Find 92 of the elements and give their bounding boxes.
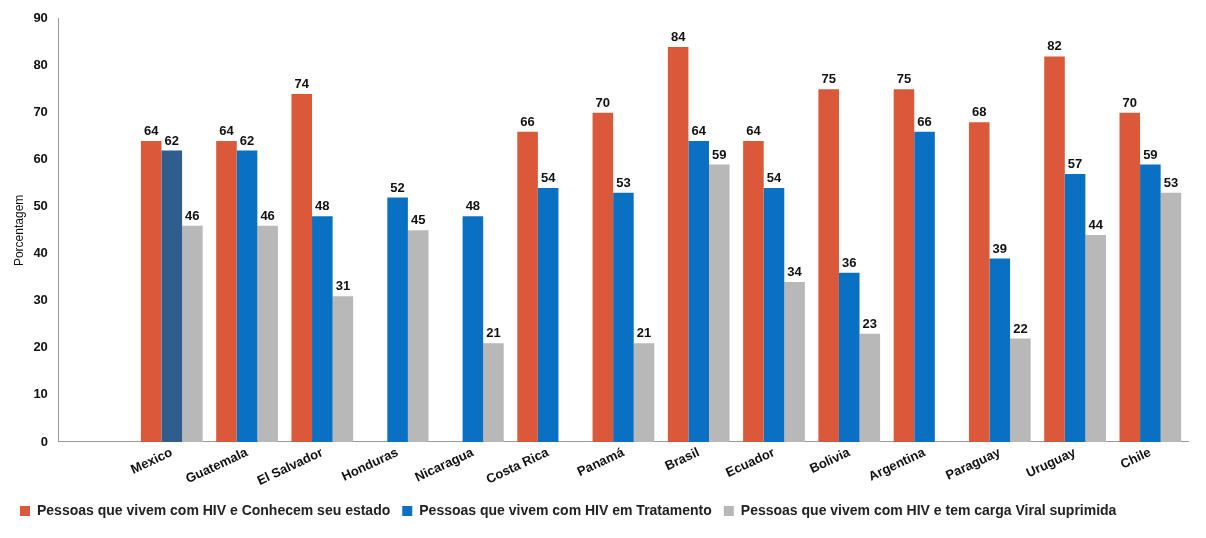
bar — [763, 188, 785, 442]
bar — [236, 150, 258, 442]
data-label: 84 — [670, 29, 687, 45]
data-label: 54 — [540, 170, 557, 186]
bar — [537, 188, 559, 442]
y-tick-label: 20 — [33, 339, 48, 355]
data-label: 75 — [896, 71, 912, 87]
bar — [517, 131, 538, 442]
bar — [667, 47, 689, 442]
bar — [483, 343, 504, 442]
bar — [1119, 112, 1141, 442]
data-label: 70 — [595, 94, 611, 110]
bar — [387, 197, 408, 442]
bar — [161, 150, 183, 442]
data-label: 64 — [219, 123, 235, 139]
x-tick-label: Costa Rica — [483, 444, 552, 487]
bar — [257, 225, 278, 442]
bar — [968, 122, 990, 442]
y-tick-label: 10 — [33, 386, 48, 402]
legend-label: Pessoas que vivem com HIV e tem carga Viral suprimida — [740, 501, 1117, 518]
data-label: 52 — [390, 179, 405, 195]
bar — [216, 141, 237, 442]
y-tick-label: 40 — [33, 245, 48, 261]
data-label: 62 — [239, 132, 255, 148]
bar — [688, 141, 709, 442]
bar — [784, 282, 805, 442]
data-label: 48 — [315, 198, 330, 214]
data-label: 21 — [486, 325, 501, 341]
y-tick-label: 0 — [40, 433, 48, 449]
data-label: 45 — [410, 212, 426, 228]
bar — [1160, 192, 1182, 442]
data-label: 59 — [1143, 146, 1158, 162]
bar — [818, 89, 839, 442]
bar — [743, 141, 764, 442]
data-label: 53 — [616, 174, 631, 190]
bar — [708, 164, 730, 442]
data-label: 23 — [862, 315, 878, 331]
data-label: 39 — [992, 240, 1008, 256]
bar — [914, 131, 935, 442]
data-label: 21 — [636, 325, 652, 341]
data-label: 68 — [972, 104, 987, 120]
data-label: 75 — [821, 71, 836, 87]
data-label: 57 — [1067, 156, 1083, 172]
data-label: 66 — [520, 113, 535, 129]
data-label: 64 — [691, 123, 707, 139]
bar — [462, 216, 484, 442]
data-label: 46 — [185, 207, 200, 223]
data-label: 64 — [143, 123, 160, 139]
bar — [592, 112, 614, 442]
bar — [1010, 338, 1031, 442]
data-label: 31 — [335, 278, 351, 294]
data-label: 59 — [712, 146, 727, 162]
data-label: 74 — [294, 76, 310, 92]
y-tick-label: 90 — [33, 10, 48, 26]
data-label: 48 — [465, 198, 481, 214]
bar — [1140, 164, 1161, 442]
bar — [859, 333, 881, 442]
data-label: 66 — [917, 113, 932, 129]
bar — [291, 94, 313, 442]
bar — [613, 192, 634, 442]
bar — [1085, 235, 1106, 442]
legend-label: Pessoas que vivem com HIV em Tratamento — [419, 501, 712, 518]
x-tick-label: Chile — [1117, 444, 1154, 472]
y-axis-title: Porcentagem — [11, 194, 26, 267]
data-label: 54 — [766, 170, 782, 186]
data-label: 22 — [1013, 320, 1028, 336]
y-tick-label: 70 — [33, 104, 48, 120]
bar — [1044, 56, 1065, 442]
bar — [893, 89, 915, 442]
bar — [182, 225, 203, 442]
data-label: 46 — [260, 207, 275, 223]
bar — [332, 296, 354, 442]
data-label: 82 — [1047, 38, 1062, 54]
y-tick-label: 60 — [33, 151, 48, 167]
data-label: 64 — [746, 123, 762, 139]
bar — [312, 216, 333, 442]
bar — [140, 141, 162, 442]
bar — [989, 258, 1011, 442]
legend-label: Pessoas que vivem com HIV e Conhecem seu estado — [37, 501, 391, 518]
data-label: 62 — [164, 132, 180, 148]
data-label: 70 — [1122, 94, 1138, 110]
data-label: 53 — [1163, 174, 1179, 190]
data-label: 36 — [842, 254, 857, 270]
bar — [1064, 173, 1086, 442]
bar — [407, 230, 429, 442]
y-tick-label: 30 — [33, 292, 48, 308]
y-tick-label: 80 — [33, 57, 48, 73]
data-label: 44 — [1088, 217, 1104, 233]
bar — [838, 272, 860, 442]
data-label: 34 — [787, 264, 803, 280]
bar — [633, 343, 655, 442]
y-tick-label: 50 — [33, 198, 48, 214]
